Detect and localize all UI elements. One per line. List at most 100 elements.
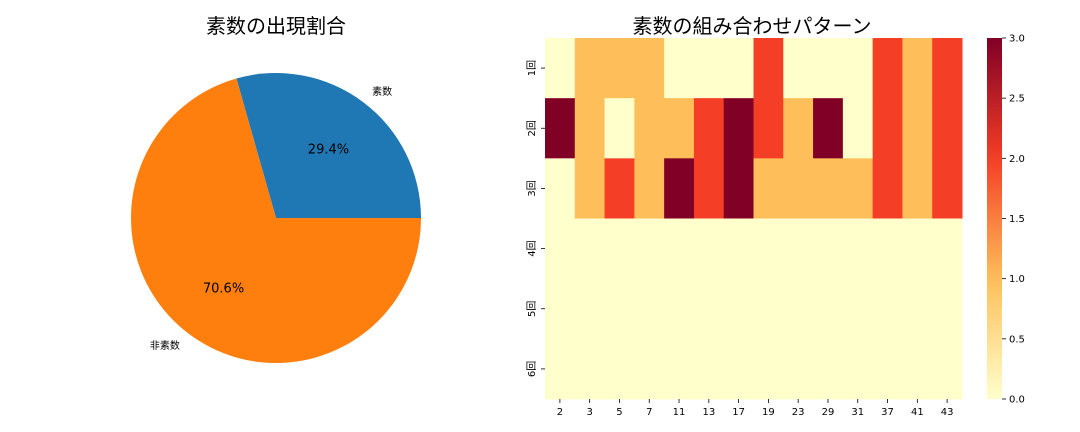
heatmap-cell [932,338,963,400]
heatmap-cell [842,338,874,400]
heatmap-cell [723,218,754,280]
heatmap-cell [664,278,695,340]
pie-slice-1 [131,78,422,363]
heatmap-cell [872,158,903,219]
heatmap-cell [932,98,963,159]
x-tick-label: 5 [616,407,622,418]
heatmap-cell [693,98,725,159]
heatmap-cell [693,278,725,340]
x-tick-label: 43 [941,407,954,418]
heatmap-cell [604,98,635,159]
heatmap-cell [604,338,635,400]
heatmap-cell [783,158,814,219]
heatmap-cell [574,98,606,159]
y-tick-label: 6回 [526,361,538,377]
pie-title: 素数の出現割合 [206,14,346,38]
heatmap-cell [753,278,784,340]
x-tick-label: 11 [673,407,686,418]
heatmap-cell [813,338,844,400]
y-tick-label: 5回 [526,301,538,317]
pie-category-label-0: 素数 [372,85,392,98]
heatmap-cell [753,338,784,400]
x-tick-label: 31 [851,407,864,418]
heatmap-cell [872,278,903,340]
heatmap-cell [723,38,754,99]
heatmap-cell [574,338,606,400]
heatmap-cell [813,98,844,159]
heatmap-cell [753,218,784,280]
heatmap-cell [574,218,606,280]
heatmap-cell [723,158,754,219]
heatmap-cell [813,278,844,340]
x-tick-label: 7 [646,407,652,418]
pie-category-label-1: 非素数 [150,339,180,352]
heatmap-cell [723,338,754,400]
y-tick-label: 2回 [526,120,538,136]
x-tick-label: 2 [557,407,563,418]
heatmap-cell [902,158,933,219]
colorbar-tick-label: 0.5 [1009,334,1025,345]
heatmap-cell [723,98,754,159]
heatmap-cell [723,278,754,340]
colorbar-tick-label: 2.0 [1009,154,1025,165]
x-tick-label: 29 [822,407,835,418]
heatmap-cell [783,338,814,400]
heatmap-cell [664,338,695,400]
heatmap-cell [664,38,695,99]
heatmap-cell [842,158,874,219]
colorbar-tick-label: 1.5 [1009,214,1025,225]
heatmap-cell [932,158,963,219]
y-tick-label: 4回 [526,240,538,256]
x-tick-label: 13 [702,407,715,418]
y-tick-label: 3回 [526,180,538,196]
heatmap-cell [872,98,903,159]
x-tick-label: 17 [732,407,745,418]
heatmap-cell [813,38,844,99]
heatmap-cell [783,218,814,280]
heatmap-cell [604,218,635,280]
colorbar-tick-label: 0.0 [1009,395,1025,406]
heatmap-cell [872,218,903,280]
heatmap-cell [842,98,874,159]
heatmap-cell [872,338,903,400]
heatmap-cell [902,278,933,340]
heatmap-cell [783,38,814,99]
heatmap-cell [932,38,963,99]
heatmap-cell [902,98,933,159]
heatmap-cell [664,158,695,219]
x-tick-label: 37 [881,407,894,418]
pie-slice-0 [236,73,421,218]
x-tick-label: 23 [792,407,805,418]
x-tick-label: 41 [911,407,924,418]
x-tick-label: 3 [586,407,592,418]
heatmap-cell [664,218,695,280]
heatmap-cell [574,278,606,340]
heatmap-cell [604,38,635,99]
heatmap-cell [693,338,725,400]
x-tick-label: 19 [762,407,775,418]
heatmap-cell [604,278,635,340]
heatmap-cell [693,158,725,219]
heatmap-cell [842,38,874,99]
heatmap-cell [902,218,933,280]
heatmap-cell [574,158,606,219]
y-tick-label: 1回 [526,60,538,76]
heatmap-cell [545,38,576,99]
pie-chart: 29.4% 素数 70.6% 非素数 [131,73,422,363]
heatmap-cell [634,98,665,159]
heatmap-cell [604,158,635,219]
heatmap-cell [902,338,933,400]
heatmap-cell [842,218,874,280]
heatmap-cell [813,158,844,219]
heatmap-cell [545,158,576,219]
heatmap-cell [783,278,814,340]
heatmap-cell [932,218,963,280]
heatmap-cell [932,278,963,340]
heatmap-cell [842,278,874,340]
heatmap-cell [664,98,695,159]
heatmap-cell [813,218,844,280]
heatmap-cell [902,38,933,99]
heatmap-cell [634,218,665,280]
